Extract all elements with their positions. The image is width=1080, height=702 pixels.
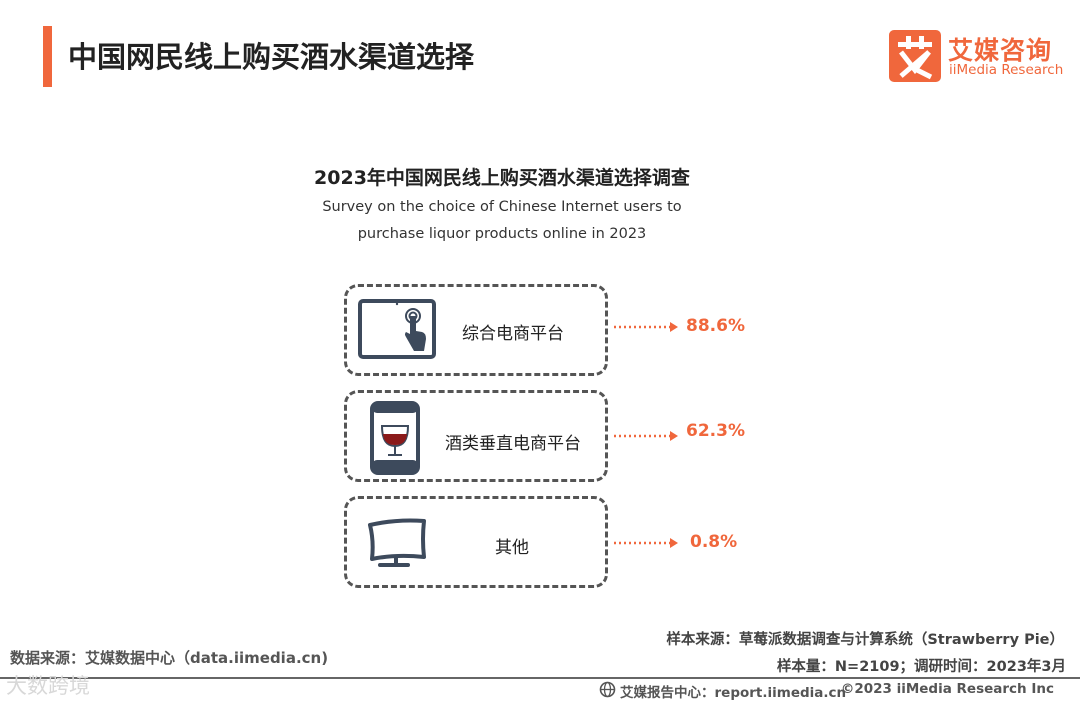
dotted-arrow-icon	[614, 538, 678, 548]
sample-source: 样本来源：草莓派数据调查与计算系统（Strawberry Pie）	[666, 632, 1064, 648]
monitor-icon	[366, 517, 428, 573]
value-label: 0.8%	[690, 532, 738, 552]
value-label: 62.3%	[686, 421, 745, 441]
channel-label: 其他	[495, 538, 529, 558]
ai-character-logo-icon	[889, 30, 941, 82]
sample-info: 样本量：N=2109；调研时间：2023年3月	[776, 659, 1066, 675]
chart-subtitle-line-1: Survey on the choice of Chinese Internet…	[322, 199, 682, 215]
title-accent-bar	[43, 26, 52, 87]
value-label: 88.6%	[686, 316, 745, 336]
logo-english-name: iiMedia Research	[949, 62, 1064, 78]
chart-subtitle-line-2: purchase liquor products online in 2023	[357, 226, 647, 242]
channel-box-liquor-vertical-ecommerce: 酒类垂直电商平台	[344, 390, 608, 482]
phone-wine-glass-icon	[369, 400, 421, 480]
data-source: 数据来源：艾媒数据中心（data.iimedia.cn)	[10, 649, 329, 667]
page-title: 中国网民线上购买酒水渠道选择	[68, 40, 475, 74]
watermark: 大数跨境	[6, 674, 90, 698]
dotted-arrow-icon	[614, 322, 678, 332]
copyright: ©2023 iiMedia Research Inc	[840, 681, 1054, 697]
footer-divider	[0, 677, 1080, 679]
iimedia-logo: 艾媒咨询 iiMedia Research	[889, 30, 1064, 82]
chart-title: 2023年中国网民线上购买酒水渠道选择调查	[314, 167, 690, 189]
channel-label: 酒类垂直电商平台	[445, 434, 581, 454]
globe-icon	[599, 681, 616, 698]
channel-label: 综合电商平台	[462, 324, 564, 344]
logo-chinese-name: 艾媒咨询	[948, 36, 1053, 65]
dotted-arrow-icon	[614, 431, 678, 441]
report-center-link[interactable]: 艾媒报告中心：report.iimedia.cn	[620, 685, 847, 701]
tablet-touch-icon	[358, 299, 436, 365]
channel-box-general-ecommerce: 综合电商平台	[344, 284, 608, 376]
channel-box-other: 其他	[344, 496, 608, 588]
